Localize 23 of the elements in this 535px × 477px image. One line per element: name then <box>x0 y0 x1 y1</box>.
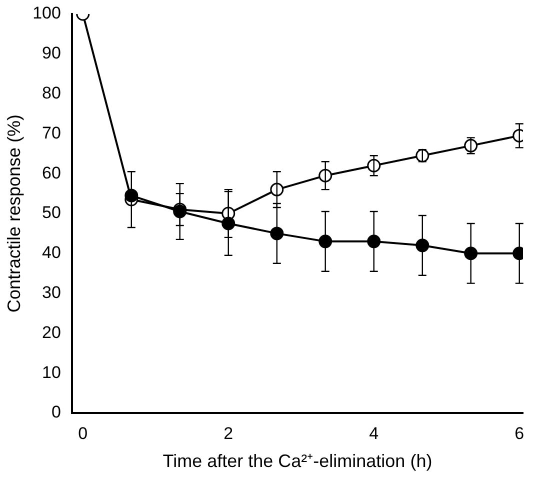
y-tick-label: 80 <box>42 83 61 102</box>
x-tick-label: 6 <box>514 424 524 443</box>
point <box>124 188 138 202</box>
point <box>367 234 381 248</box>
y-tick-label: 10 <box>42 362 61 382</box>
y-tick-label: 0 <box>51 402 61 422</box>
y-tick-label: 70 <box>42 123 61 142</box>
point <box>416 148 430 162</box>
x-tick-label: 4 <box>369 424 379 443</box>
y-tick-label: 30 <box>42 282 61 302</box>
y-tick-label: 40 <box>42 243 61 262</box>
y-tick-label: 50 <box>42 203 61 222</box>
y-axis-title: Contractile response (%) <box>4 114 24 313</box>
y-tick-label: 60 <box>42 163 61 182</box>
y-tick-label: 20 <box>42 322 61 342</box>
y-tick-label: 100 <box>32 4 61 23</box>
x-axis-title: Time after the Ca²⁺-elimination (h) <box>162 451 432 472</box>
x-tick-label: 2 <box>224 424 234 443</box>
point <box>416 238 430 252</box>
point <box>222 216 236 230</box>
x-tick-label: 0 <box>78 424 88 443</box>
point <box>270 226 284 240</box>
y-tick-label: 90 <box>42 44 61 63</box>
